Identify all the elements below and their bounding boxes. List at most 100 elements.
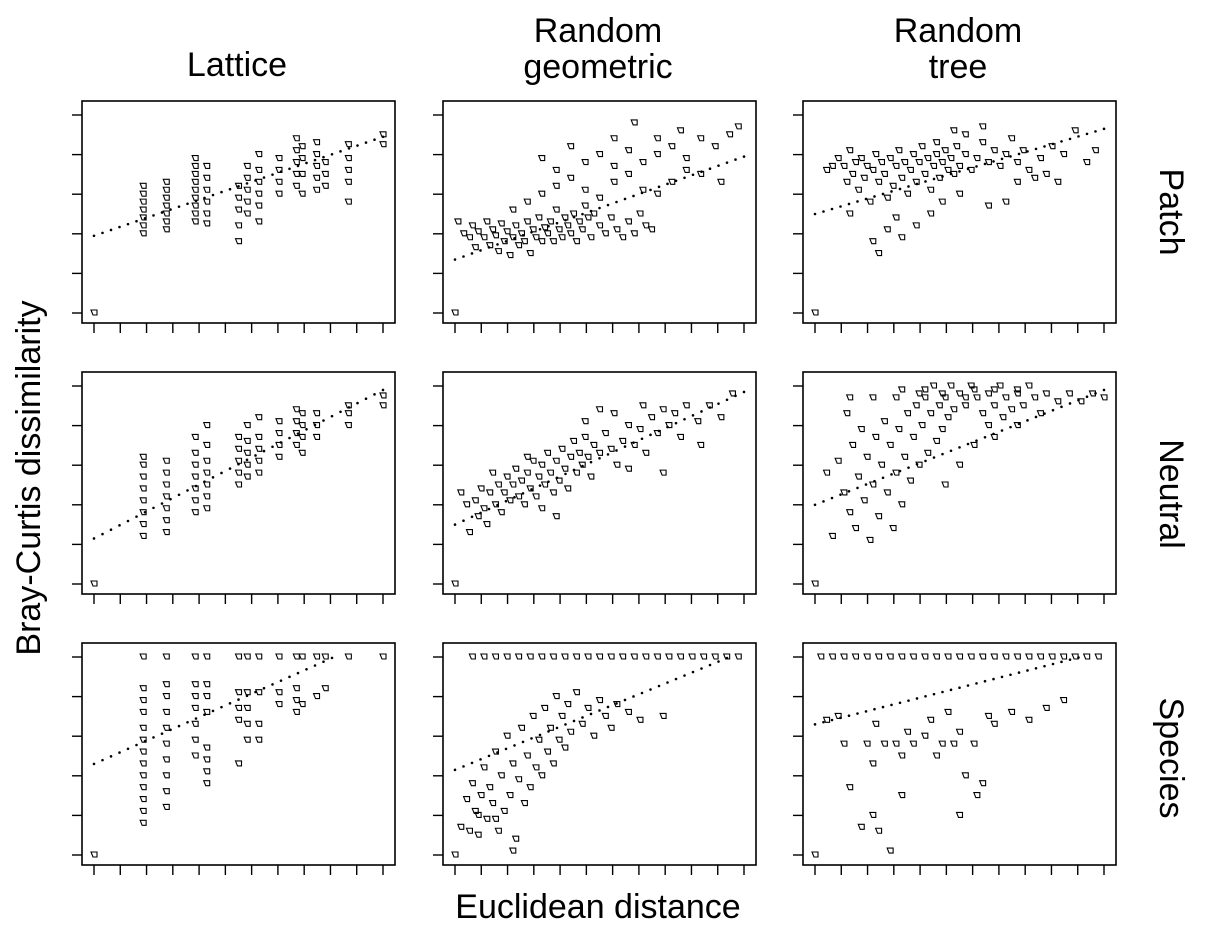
data-point [944, 653, 952, 660]
data-point [647, 414, 656, 421]
data-point [840, 162, 848, 170]
trend-dot [381, 388, 385, 392]
data-point [202, 505, 211, 512]
data-point [344, 402, 352, 409]
data-point [874, 178, 883, 185]
data-point [344, 410, 352, 417]
panel-species-sorting-lattice [72, 642, 396, 875]
data-point [566, 453, 575, 460]
data-point [595, 194, 604, 201]
data-point [503, 228, 511, 235]
data-point [589, 732, 598, 739]
data-point [139, 736, 147, 743]
data-point [929, 162, 938, 170]
trend-dot [462, 765, 465, 768]
data-point [811, 851, 819, 858]
data-point [312, 653, 321, 660]
data-point [670, 410, 679, 417]
data-point [379, 131, 387, 138]
panel-frame [802, 100, 1117, 324]
data-point [508, 760, 517, 767]
trend-dot [606, 453, 610, 456]
data-point [1036, 410, 1044, 417]
data-point [344, 155, 352, 162]
trend-dot [347, 147, 351, 150]
trend-dot [504, 747, 508, 751]
data-point [275, 700, 283, 708]
trend-dot [847, 714, 851, 718]
trend-dot [513, 495, 516, 499]
data-point [854, 473, 862, 480]
data-point [607, 214, 615, 221]
data-point [868, 394, 877, 401]
data-point [543, 748, 552, 755]
data-point [610, 135, 618, 142]
data-point [540, 224, 549, 231]
data-point [312, 174, 321, 181]
data-point [549, 238, 557, 245]
trend-dot [1026, 419, 1029, 422]
trend-dot [890, 190, 893, 193]
data-point [191, 653, 199, 660]
data-point [938, 390, 946, 397]
trend-dot [932, 692, 936, 696]
trend-dot [941, 690, 944, 694]
trend-dot [109, 755, 113, 758]
data-point [653, 135, 661, 142]
trend-dot [649, 188, 652, 192]
trend-dot [898, 701, 902, 705]
data-point [894, 426, 903, 433]
data-point [275, 178, 283, 185]
data-point [537, 772, 546, 779]
data-point [1048, 143, 1056, 150]
data-point [162, 202, 170, 209]
trend-dot [975, 165, 978, 168]
trend-dot [1026, 669, 1029, 672]
data-point [636, 426, 644, 433]
data-point [191, 473, 199, 480]
trend-dot [1000, 157, 1004, 161]
data-point [523, 752, 531, 759]
data-point [863, 453, 871, 460]
data-point [254, 445, 263, 452]
data-point [312, 186, 321, 193]
data-point [465, 528, 473, 536]
trend-dot [470, 515, 474, 519]
data-point [880, 170, 888, 177]
data-point [822, 166, 831, 173]
data-point [828, 653, 836, 660]
data-point [1007, 135, 1016, 142]
data-point [202, 457, 211, 464]
trend-dot [126, 747, 130, 751]
data-point [529, 226, 537, 233]
data-point [851, 158, 860, 166]
data-point [990, 720, 998, 727]
data-point [552, 693, 560, 700]
data-point [520, 501, 528, 508]
data-point [344, 422, 352, 429]
data-point [587, 473, 595, 480]
trend-dot [330, 152, 334, 156]
column-title-random-tree-line1: Random [894, 12, 1023, 50]
data-point [897, 752, 906, 759]
trend-dot [581, 716, 584, 719]
data-point [883, 489, 891, 496]
data-point [292, 170, 300, 177]
data-point [344, 198, 352, 205]
trend-dot [1068, 658, 1072, 661]
trend-dot [186, 720, 189, 724]
data-point [552, 206, 560, 213]
trend-dot [177, 205, 181, 208]
data-point [480, 234, 488, 241]
data-point [717, 178, 725, 185]
data-point [488, 799, 497, 807]
data-point [641, 222, 650, 229]
data-point [480, 653, 488, 660]
data-point [511, 465, 520, 472]
data-point [944, 708, 952, 715]
trend-dot [890, 703, 893, 707]
data-point [191, 194, 199, 201]
data-point [871, 151, 880, 158]
data-point [918, 143, 926, 150]
trend-dot [296, 671, 300, 675]
